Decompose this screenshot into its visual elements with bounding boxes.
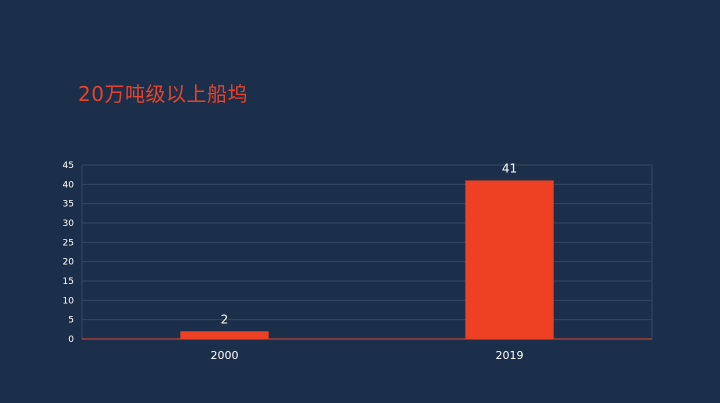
y-tick-label: 15	[63, 277, 74, 287]
y-tick-label: 25	[63, 238, 74, 248]
y-tick-label: 20	[63, 258, 75, 268]
bar-2000	[180, 331, 269, 339]
bar-2019	[465, 180, 554, 339]
y-tick-label: 30	[63, 219, 75, 229]
plot-frame	[81, 164, 653, 340]
x-tick-label: 2000	[211, 349, 239, 362]
data-label: 2	[221, 312, 229, 326]
y-tick-label: 10	[63, 296, 75, 306]
data-label: 41	[502, 161, 517, 175]
y-tick-label: 35	[63, 200, 74, 210]
y-axis-ticks: 0 5 10 15 20 25 30 35 40 45	[63, 161, 75, 345]
page-title: 20万吨级以上船坞	[78, 82, 248, 106]
y-tick-label: 5	[68, 316, 74, 326]
y-tick-label: 40	[63, 180, 75, 190]
grid-layer	[81, 164, 653, 340]
x-axis-ticks: 2000 2019	[211, 349, 524, 362]
y-tick-label: 0	[68, 335, 74, 345]
data-labels: 2 41	[221, 161, 517, 326]
bars	[180, 180, 554, 339]
x-tick-label: 2019	[496, 349, 524, 362]
y-tick-label: 45	[63, 161, 74, 171]
